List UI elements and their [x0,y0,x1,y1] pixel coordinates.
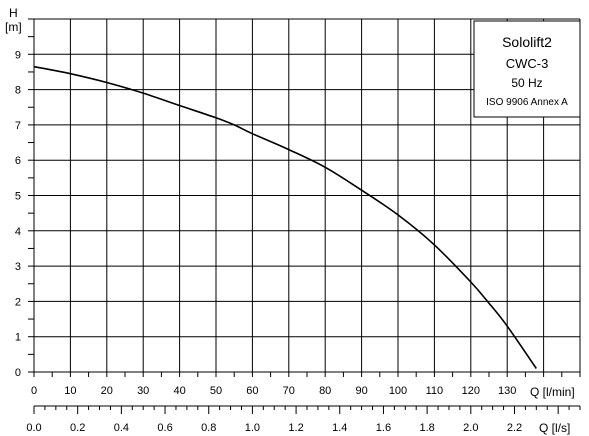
y-tick-label: 5 [15,191,21,203]
x-tick-label: 100 [389,385,407,397]
x-tick-label: 0 [31,385,37,397]
x-tick-label: 120 [462,385,480,397]
legend-line-variant: CWC-3 [506,56,549,71]
x-tick-label: 130 [498,385,516,397]
y-tick-label: 6 [15,155,21,167]
x-secondary-tick-label: 2.2 [507,422,522,434]
x-tick-label: 30 [137,385,149,397]
legend-line-model: Sololift2 [502,34,552,50]
y-tick-label: 2 [15,296,21,308]
x-tick-label: 40 [173,385,185,397]
y-tick-label: 1 [15,332,21,344]
grid-lines [33,18,581,373]
y-axis-symbol: H [9,6,18,20]
x-secondary-tick-label: 0.2 [70,422,85,434]
legend-box: Sololift2 CWC-3 50 Hz ISO 9906 Annex A [473,20,581,118]
x-secondary-tick-label: 2.0 [463,422,478,434]
secondary-x-axis: 0.0 0.2 0.4 0.6 0.8 1.0 1.2 1.4 1.6 1.8 2.0 2.2 [26,405,581,434]
y-axis-unit: [m] [5,20,22,34]
x-tick-label: 110 [426,385,444,397]
y-tick-label: 4 [15,226,21,238]
legend-line-frequency: 50 Hz [511,76,542,90]
x-axis-secondary-label: Q [l/s] [539,421,570,435]
y-tick-label: 0 [15,367,21,379]
y-tick-label: 9 [15,49,21,61]
x-tick-label: 50 [210,385,222,397]
x-secondary-tick-label: 1.0 [245,422,260,434]
x-secondary-tick-label: 0.8 [201,422,216,434]
x-tick-label: 60 [246,385,258,397]
pump-curve-line [33,65,537,369]
y-axis-tick-labels: 0 1 2 3 4 5 6 7 8 9 [15,49,21,379]
x-tick-label: 10 [64,385,76,397]
minor-ticks [28,18,581,377]
x-axis-label: Q [l/min] [530,385,575,399]
x-tick-label: 80 [319,385,331,397]
x-secondary-tick-label: 1.6 [376,422,391,434]
y-tick-label: 8 [15,85,21,97]
x-axis-tick-labels: 0 10 20 30 40 50 60 70 80 90 100 110 120 130 [31,385,516,397]
x-tick-label: 90 [355,385,367,397]
x-secondary-tick-label: 1.2 [288,422,303,434]
legend-line-standard: ISO 9906 Annex A [486,97,568,108]
x-secondary-tick-label: 1.4 [332,422,347,434]
x-secondary-tick-label: 0.0 [26,422,41,434]
legend-box-frame [473,20,581,118]
x-tick-label: 70 [283,385,295,397]
x-secondary-tick-label: 1.8 [419,422,434,434]
x-secondary-tick-label: 0.6 [157,422,172,434]
x-tick-label: 20 [101,385,113,397]
x-secondary-tick-label: 0.4 [114,422,129,434]
y-tick-label: 3 [15,261,21,273]
y-tick-label: 7 [15,120,21,132]
